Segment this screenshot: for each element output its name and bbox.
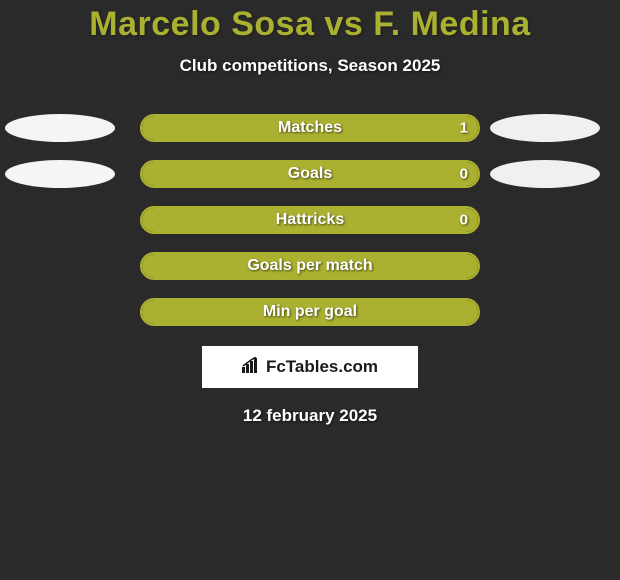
comparison-infographic: Marcelo Sosa vs F. Medina Club competiti… (0, 0, 620, 426)
stat-row: Hattricks 0 (0, 206, 620, 234)
page-title: Marcelo Sosa vs F. Medina (0, 5, 620, 44)
stat-bar: Matches 1 (140, 114, 480, 142)
stat-row: Min per goal (0, 298, 620, 326)
stat-bar-value: 1 (460, 120, 468, 137)
right-ellipse (490, 160, 600, 188)
stat-bar-value: 0 (460, 166, 468, 183)
stat-bar: Min per goal (140, 298, 480, 326)
right-ellipse (490, 114, 600, 142)
stat-rows: Matches 1 Goals 0 Hattricks 0 Goals per match M… (0, 114, 620, 326)
stat-bar: Hattricks 0 (140, 206, 480, 234)
brand-text: FcTables.com (266, 357, 378, 377)
stat-bar-label: Min per goal (263, 303, 357, 321)
stat-bar: Goals 0 (140, 160, 480, 188)
stat-row: Matches 1 (0, 114, 620, 142)
brand-box: FcTables.com (202, 346, 418, 388)
bars-icon (242, 357, 262, 378)
brand-label: FcTables.com (242, 357, 378, 378)
stat-bar-label: Matches (278, 119, 342, 137)
stat-bar-label: Goals per match (247, 257, 372, 275)
left-ellipse (5, 114, 115, 142)
stat-bar-value: 0 (460, 212, 468, 229)
stat-row: Goals per match (0, 252, 620, 280)
stat-bar-label: Hattricks (276, 211, 344, 229)
page-subtitle: Club competitions, Season 2025 (0, 56, 620, 76)
stat-bar-label: Goals (288, 165, 332, 183)
stat-bar: Goals per match (140, 252, 480, 280)
left-ellipse (5, 160, 115, 188)
stat-row: Goals 0 (0, 160, 620, 188)
date-label: 12 february 2025 (0, 406, 620, 426)
